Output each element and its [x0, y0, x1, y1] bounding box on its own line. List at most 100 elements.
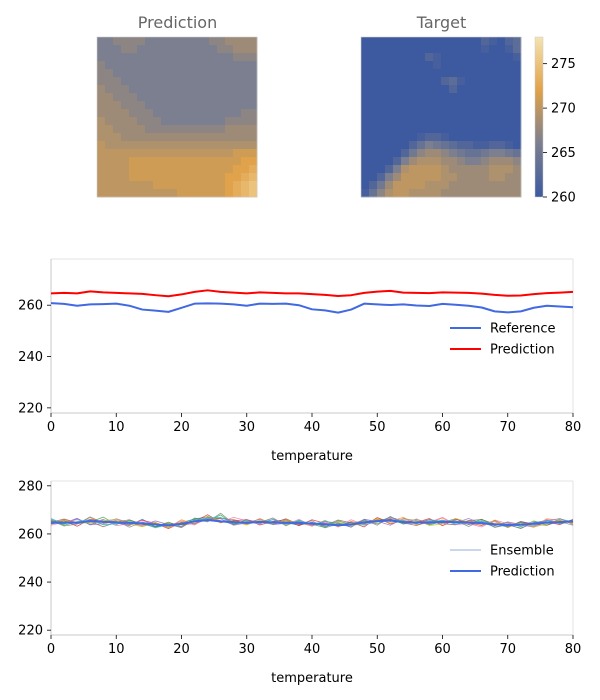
heatmap-cell	[177, 125, 186, 134]
heatmap-cell	[513, 117, 522, 126]
heatmap-cell	[217, 69, 226, 78]
heatmap-cell	[465, 165, 474, 174]
heatmap-cell	[161, 181, 170, 190]
heatmap-cell	[385, 45, 394, 54]
heatmap-cell	[161, 125, 170, 134]
heatmap-cell	[393, 45, 402, 54]
heatmap-cell	[113, 173, 122, 182]
heatmap-cell	[465, 109, 474, 118]
heatmap-cell	[97, 93, 106, 102]
heatmap-cell	[129, 109, 138, 118]
heatmap-cell	[113, 117, 122, 126]
heatmap-cell	[393, 173, 402, 182]
heatmap-cell	[177, 133, 186, 142]
heatmap-cell	[169, 125, 178, 134]
heatmap-cell	[377, 149, 386, 158]
heatmap-cell	[129, 173, 138, 182]
heatmap-cell	[97, 101, 106, 110]
heatmap-cell	[377, 53, 386, 62]
heatmap-cell	[449, 157, 458, 166]
heatmap-cell	[121, 165, 130, 174]
heatmap-cell	[161, 69, 170, 78]
heatmap-cell	[401, 173, 410, 182]
heatmap-cell	[433, 85, 442, 94]
heatmap-cell	[377, 93, 386, 102]
heatmap-cell	[425, 125, 434, 134]
heatmap-cell	[225, 109, 234, 118]
heatmap-cell	[377, 109, 386, 118]
heatmap-cell	[217, 101, 226, 110]
heatmap-cell	[137, 69, 146, 78]
heatmap-cell	[401, 189, 410, 198]
heatmap-cell	[105, 149, 114, 158]
heatmap-cell	[169, 45, 178, 54]
heatmap-cell	[457, 69, 466, 78]
heatmap-cell	[233, 101, 242, 110]
heatmap-cell	[193, 133, 202, 142]
heatmap-cell	[441, 69, 450, 78]
heatmap-cell	[233, 117, 242, 126]
heatmap-cell	[425, 93, 434, 102]
heatmap-cell	[177, 45, 186, 54]
heatmap-cell	[473, 101, 482, 110]
heatmap-cell	[497, 157, 506, 166]
heatmap-cell	[497, 189, 506, 198]
heatmap-cell	[473, 173, 482, 182]
heatmap-cell	[113, 77, 122, 86]
heatmap-cell	[193, 149, 202, 158]
heatmap-cell	[97, 189, 106, 198]
heatmap-cell	[177, 93, 186, 102]
heatmap-cell	[465, 85, 474, 94]
y-tick-label: 240	[18, 576, 43, 591]
heatmap-cell	[513, 69, 522, 78]
heatmap-cell	[161, 133, 170, 142]
heatmap-cell	[497, 37, 506, 46]
heatmap-cell	[497, 133, 506, 142]
heatmap-cell	[185, 37, 194, 46]
heatmap-cell	[225, 133, 234, 142]
heatmap-cell	[241, 45, 250, 54]
heatmap-cell	[193, 45, 202, 54]
heatmap-cell	[105, 53, 114, 62]
heatmap-cell	[121, 93, 130, 102]
heatmap-cell	[513, 133, 522, 142]
heatmap-cell	[369, 165, 378, 174]
heatmap-cell	[385, 53, 394, 62]
heatmap-cell	[385, 149, 394, 158]
heatmap-cell	[169, 109, 178, 118]
heatmap-cell	[449, 109, 458, 118]
heatmap-cell	[153, 53, 162, 62]
heatmap-cell	[113, 181, 122, 190]
heatmap-cell	[105, 173, 114, 182]
heatmap-cell	[249, 173, 258, 182]
heatmap-cell	[121, 109, 130, 118]
heatmap-cell	[209, 117, 218, 126]
heatmap-target-title: Target	[416, 13, 467, 32]
heatmap-cell	[153, 189, 162, 198]
heatmap-cell	[201, 173, 210, 182]
heatmap-cell	[185, 157, 194, 166]
heatmap-cell	[497, 141, 506, 150]
heatmap-cell	[465, 157, 474, 166]
heatmap-cell	[489, 61, 498, 70]
heatmap-cell	[433, 37, 442, 46]
heatmap-cell	[457, 37, 466, 46]
heatmap-cell	[209, 101, 218, 110]
heatmap-cell	[401, 101, 410, 110]
heatmap-cell	[473, 61, 482, 70]
heatmap-cell	[481, 109, 490, 118]
heatmap-cell	[377, 141, 386, 150]
heatmap-cell	[193, 77, 202, 86]
heatmap-cell	[241, 149, 250, 158]
heatmap-cell	[497, 117, 506, 126]
heatmap-cell	[361, 69, 370, 78]
heatmap-cell	[137, 157, 146, 166]
heatmap-cell	[169, 165, 178, 174]
heatmap-cell	[145, 45, 154, 54]
heatmap-cell	[185, 189, 194, 198]
heatmap-cell	[489, 37, 498, 46]
heatmap-cell	[193, 189, 202, 198]
heatmap-cell	[369, 141, 378, 150]
heatmap-cell	[465, 189, 474, 198]
heatmap-cell	[153, 85, 162, 94]
